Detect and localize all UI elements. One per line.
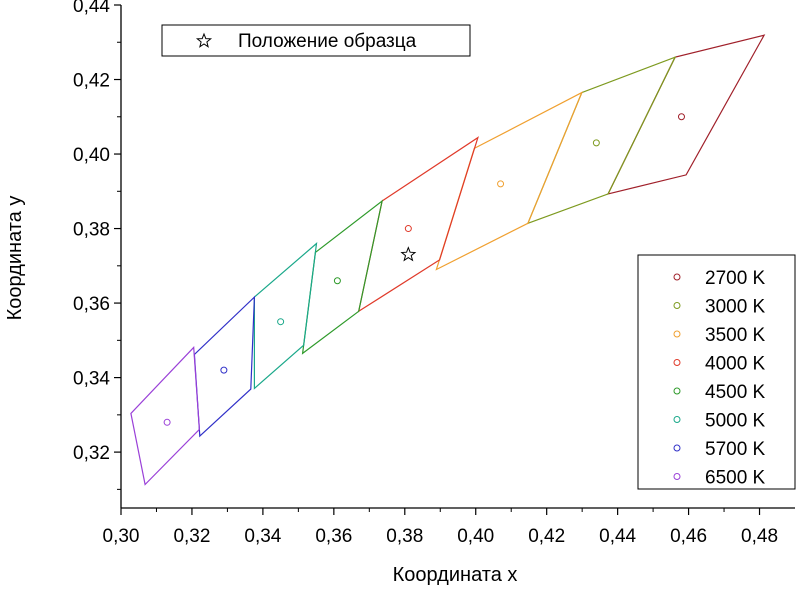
series-legend-items: 2700 K 3000 K 3500 K 4000 K 4500 K 5000 K 5700…	[673, 268, 766, 489]
y-tick-label: 0,44	[73, 0, 110, 17]
legend-entry: 4000 K	[673, 354, 766, 375]
legend-entry: 6500 K	[673, 468, 766, 489]
cct-center-point	[404, 225, 412, 233]
x-tick-label: 0,30	[103, 526, 140, 547]
x-axis-title: Координата x	[393, 564, 518, 586]
cct-region	[435, 91, 583, 271]
legend-label: 4000 K	[705, 354, 766, 375]
x-tick-label: 0,42	[528, 526, 565, 547]
legend-label: 5700 K	[705, 439, 766, 460]
cct-center-point	[677, 113, 685, 121]
cct-center-point	[497, 180, 505, 188]
legend-label: 2700 K	[705, 268, 766, 289]
y-tick-label: 0,36	[73, 294, 110, 315]
x-tick-label: 0,36	[315, 526, 352, 547]
legend-marker	[673, 302, 681, 309]
cct-center-point	[277, 318, 285, 326]
x-tick-label: 0,32	[173, 526, 210, 547]
cct-center-point	[220, 366, 228, 374]
cct-region	[130, 345, 201, 486]
legend-marker	[673, 330, 681, 338]
y-axis-title: Координата y	[4, 196, 26, 321]
legend-marker	[673, 359, 681, 366]
legend-marker	[673, 444, 681, 452]
legend-marker	[673, 273, 681, 281]
sample-legend-box	[161, 24, 471, 57]
legend-label: 3500 K	[705, 325, 766, 346]
legend-label: 3000 K	[705, 297, 766, 318]
sample-point	[400, 246, 417, 262]
cct-regions	[130, 34, 766, 486]
cct-center-point	[592, 139, 600, 147]
sample-star-marker	[400, 246, 417, 262]
legend-label: 4500 K	[705, 382, 766, 403]
sample-legend: Положение образца	[161, 24, 471, 57]
y-tick-label: 0,42	[73, 71, 110, 92]
legend-entry: 3500 K	[673, 325, 766, 346]
x-tick-label: 0,40	[457, 526, 494, 547]
x-tick-label: 0,48	[741, 526, 778, 547]
cct-region	[301, 199, 384, 355]
cct-region	[526, 56, 677, 225]
legend-entry: 5000 K	[673, 411, 766, 432]
legend-marker	[673, 387, 681, 395]
legend-entry: 4500 K	[673, 382, 766, 403]
legend-label: 6500 K	[705, 468, 766, 489]
legend-entry: 2700 K	[673, 268, 766, 289]
cct-region	[193, 295, 256, 438]
sample-legend-marker	[195, 32, 213, 48]
y-tick-label: 0,34	[73, 369, 110, 390]
legend-entry: 3000 K	[673, 297, 766, 318]
star-icon	[195, 32, 213, 48]
x-tick-label: 0,38	[386, 526, 423, 547]
y-tick-label: 0,32	[73, 443, 110, 464]
x-axis: 0,30 0,32 0,34 0,36 0,38 0,40 0,42 0,44 0,46 0,48	[103, 508, 778, 547]
cct-region	[253, 242, 318, 390]
sample-legend-label: Положение образца	[238, 31, 417, 52]
cct-centers	[163, 113, 685, 426]
series-legend: 2700 K 3000 K 3500 K 4000 K 4500 K 5000 K 5700…	[637, 254, 796, 490]
plot-frame	[120, 5, 795, 509]
legend-marker	[673, 473, 681, 480]
legend-marker	[673, 416, 681, 423]
x-tick-label: 0,34	[244, 526, 281, 547]
legend-label: 5000 K	[705, 411, 766, 432]
cct-center-point	[333, 277, 341, 285]
cct-center-point	[163, 418, 171, 426]
cct-region	[606, 34, 766, 195]
y-axis: 0,32 0,34 0,36 0,38 0,40 0,42 0,44	[73, 0, 121, 490]
x-tick-label: 0,44	[599, 526, 636, 547]
y-tick-label: 0,38	[73, 220, 110, 241]
legend-entry: 5700 K	[673, 439, 766, 460]
y-tick-label: 0,40	[73, 145, 110, 166]
x-tick-label: 0,46	[670, 526, 707, 547]
series-legend-box	[637, 254, 796, 490]
